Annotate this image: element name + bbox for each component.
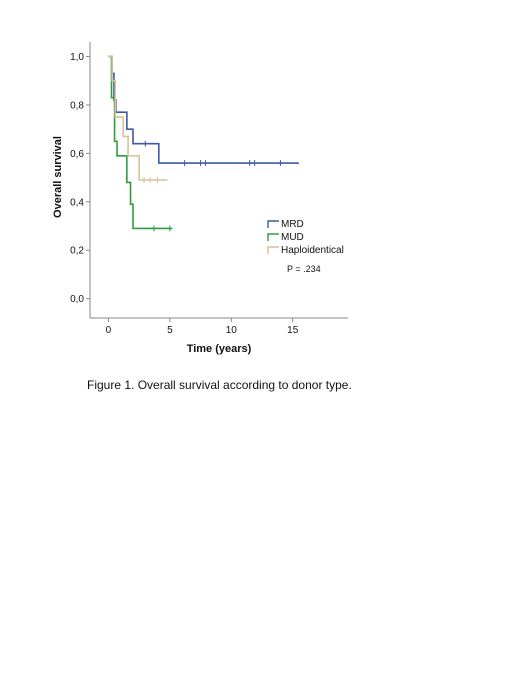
figure-caption: Figure 1. Overall survival according to … <box>87 378 352 392</box>
y-tick-label: 1,0 <box>70 52 84 63</box>
y-tick-label: 0,2 <box>70 246 84 257</box>
x-ticks: 0 5 10 15 <box>106 318 299 336</box>
y-tick-label: 0,6 <box>70 149 84 160</box>
y-ticks: 0,0 0,2 0,4 0,6 0,8 1,0 <box>70 52 90 305</box>
legend-swatch-mrd <box>267 220 279 228</box>
survival-curve-mud <box>108 55 173 230</box>
survival-curve-mrd <box>108 55 299 164</box>
y-tick-label: 0,4 <box>70 197 84 208</box>
p-value-annotation: P = .234 <box>287 264 321 274</box>
legend-swatch-haploidentical <box>267 246 279 254</box>
y-tick-label: 0,8 <box>70 100 84 111</box>
legend-label: MUD <box>281 232 304 243</box>
x-axis-label: Time (years) <box>187 343 252 355</box>
x-tick-label: 15 <box>287 325 299 336</box>
y-axis-label: Overall survival <box>52 136 64 218</box>
y-tick-label: 0,0 <box>70 294 84 305</box>
legend-label: MRD <box>281 219 304 230</box>
legend-label: Haploidentical <box>281 245 344 256</box>
x-tick-label: 5 <box>167 325 173 336</box>
x-tick-label: 0 <box>106 325 112 336</box>
x-tick-label: 10 <box>226 325 238 336</box>
survival-curves <box>108 55 299 232</box>
survival-curve-haploidentical <box>108 55 168 181</box>
legend-swatch-mud <box>267 233 279 241</box>
legend: MRD MUD Haploidentical <box>267 219 344 256</box>
